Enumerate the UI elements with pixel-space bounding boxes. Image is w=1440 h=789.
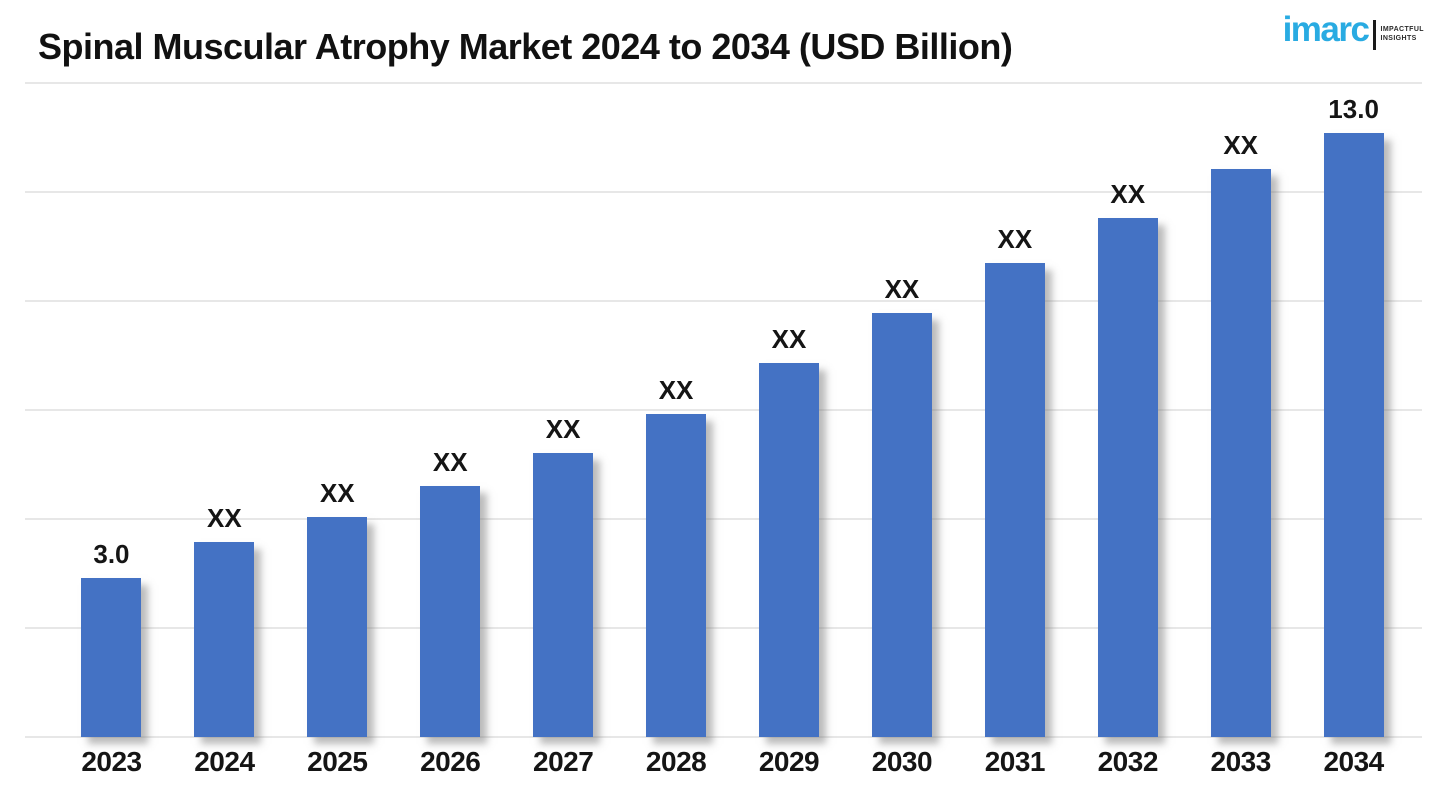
x-axis-label-2028: 2028 bbox=[645, 746, 707, 777]
bar-value-label: XX bbox=[432, 447, 468, 477]
bar-value-label: XX bbox=[884, 274, 920, 304]
bar-2024 bbox=[194, 542, 255, 737]
x-axis-label-2032: 2032 bbox=[1097, 746, 1159, 777]
bar-value-label: XX bbox=[1110, 179, 1146, 209]
x-axis-label-2030: 2030 bbox=[871, 746, 933, 777]
x-axis-label-2025: 2025 bbox=[307, 746, 368, 777]
x-axis-label-2033: 2033 bbox=[1210, 746, 1272, 777]
bar-value-label: XX bbox=[207, 503, 242, 533]
x-axis-label-2024: 2024 bbox=[194, 746, 255, 777]
bar-value-label: 13.0 bbox=[1328, 94, 1379, 124]
bar-slot-2023: 3.0 bbox=[55, 541, 168, 737]
bar-slot-2034: 13.0 bbox=[1297, 96, 1410, 737]
bar-2025 bbox=[307, 517, 368, 737]
bar-value-label: 3.0 bbox=[93, 539, 130, 569]
bar-2034 bbox=[1323, 133, 1384, 737]
bar-2032 bbox=[1097, 218, 1158, 737]
bar-2031 bbox=[984, 263, 1045, 737]
imarc-logo: imarc IMPACTFUL INSIGHTS bbox=[1283, 12, 1424, 50]
plot-area: 3.0 XX XX XX XX XX XX XX XX XX XX 13.0 bbox=[55, 83, 1410, 737]
bar-2027 bbox=[533, 453, 594, 737]
x-axis-label-2034: 2034 bbox=[1323, 746, 1384, 777]
bar-value-label: XX bbox=[771, 324, 807, 354]
x-axis-label-2023: 2023 bbox=[81, 746, 142, 777]
bar-slot-2027: XX bbox=[507, 416, 620, 737]
bar-value-label: XX bbox=[545, 414, 581, 444]
bar-2023 bbox=[81, 578, 142, 737]
bar-slot-2029: XX bbox=[733, 326, 846, 737]
bar-slot-2024: XX bbox=[168, 505, 281, 737]
imarc-logo-wordmark: imarc bbox=[1282, 9, 1370, 49]
x-axis: 2023 2024 2025 2026 2027 2028 2029 2030 2031 2032… bbox=[55, 737, 1410, 789]
bar-value-label: XX bbox=[997, 224, 1033, 254]
x-axis-label-2026: 2026 bbox=[420, 746, 481, 777]
bar-2026 bbox=[420, 486, 481, 737]
bar-2029 bbox=[758, 363, 819, 737]
bar-value-label: XX bbox=[319, 478, 355, 508]
logo-tagline-line1: IMPACTFUL bbox=[1380, 26, 1424, 34]
bar-slot-2033: XX bbox=[1184, 132, 1297, 737]
bar-slot-2026: XX bbox=[394, 449, 507, 737]
bar-slot-2025: XX bbox=[281, 480, 394, 737]
x-axis-label-2027: 2027 bbox=[533, 746, 594, 777]
x-axis-label-2031: 2031 bbox=[984, 746, 1046, 777]
bar-2028 bbox=[646, 414, 707, 737]
logo-tagline-line2: INSIGHTS bbox=[1380, 35, 1417, 42]
bar-value-label: XX bbox=[658, 375, 694, 405]
logo-tagline: IMPACTFUL INSIGHTS bbox=[1380, 26, 1424, 44]
bar-slot-2031: XX bbox=[958, 226, 1071, 737]
bar-value-label: XX bbox=[1223, 130, 1259, 160]
bar-2030 bbox=[871, 313, 932, 737]
page-title: Spinal Muscular Atrophy Market 2024 to 2… bbox=[38, 26, 1013, 67]
bar-2033 bbox=[1210, 169, 1271, 737]
logo-divider bbox=[1373, 20, 1377, 50]
bar-slot-2032: XX bbox=[1071, 181, 1184, 737]
bar-slot-2028: XX bbox=[620, 377, 733, 737]
bar-slot-2030: XX bbox=[845, 276, 958, 737]
x-axis-label-2029: 2029 bbox=[758, 746, 820, 777]
